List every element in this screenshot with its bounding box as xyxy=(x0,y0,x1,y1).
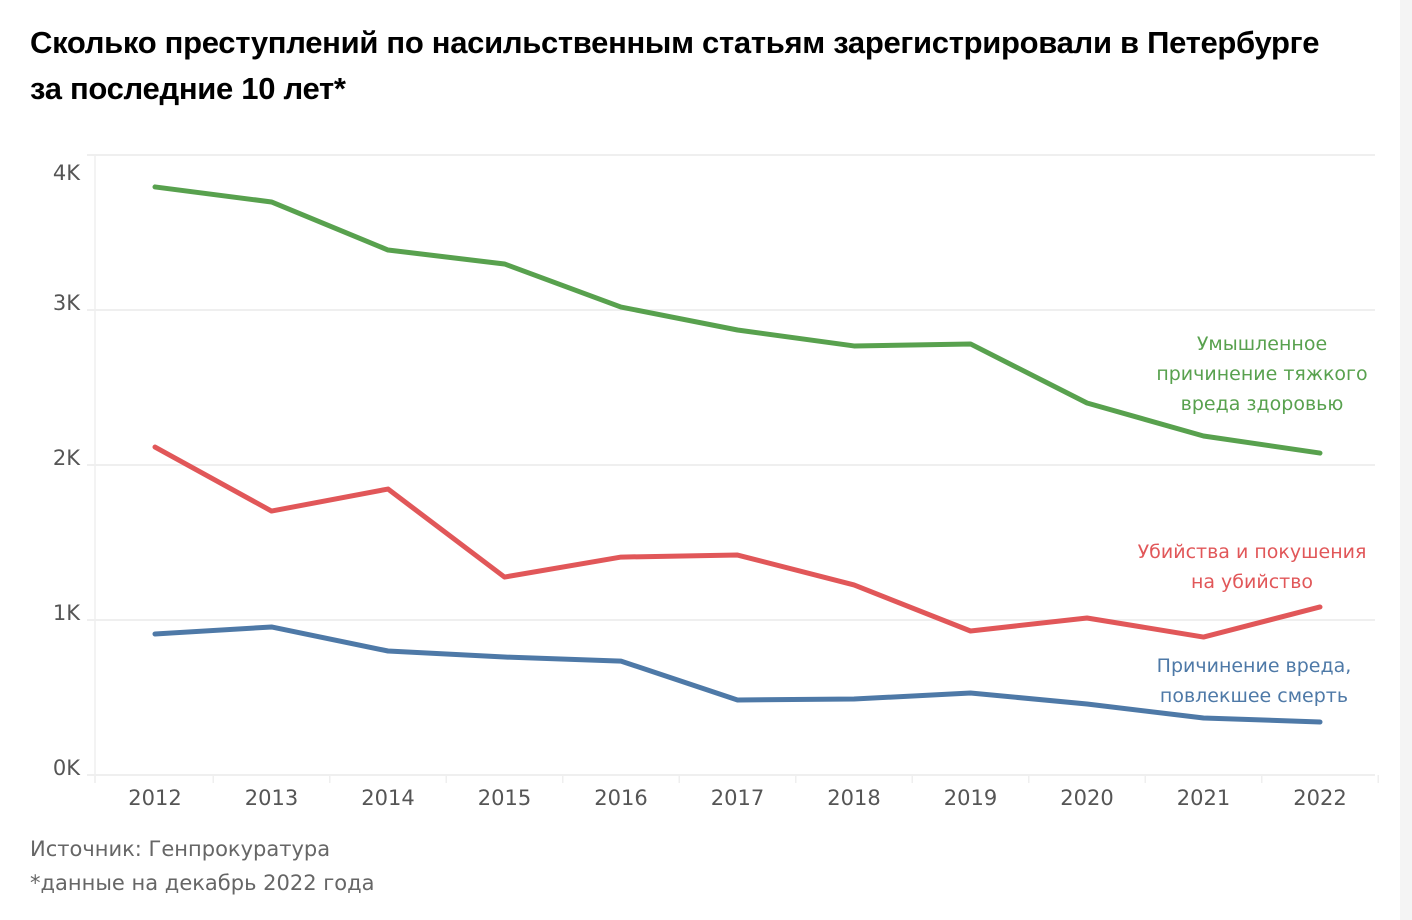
side-strip xyxy=(1400,0,1412,920)
x-tick-label: 2015 xyxy=(478,786,531,810)
source-note: Источник: Генпрокуратура xyxy=(30,837,331,861)
y-tick-label: 3K xyxy=(53,291,81,315)
x-tick-label: 2019 xyxy=(944,786,997,810)
chart-footer: Источник: Генпрокуратура *данные на дека… xyxy=(30,832,375,900)
series-label: Умышленное xyxy=(1197,333,1327,355)
gridlines xyxy=(87,154,1375,783)
x-tick-label: 2014 xyxy=(361,786,414,810)
series-label: Убийства и покушения xyxy=(1138,541,1367,563)
x-tick-label: 2022 xyxy=(1293,786,1346,810)
series-label: вреда здоровью xyxy=(1181,393,1344,415)
y-tick-label: 0K xyxy=(53,756,81,780)
y-axis-ticks: 0K 1K 2K 3K 4K xyxy=(53,161,81,780)
series-line xyxy=(152,184,1323,456)
chart-title: Сколько преступлений по насильственным с… xyxy=(30,25,1320,106)
data-date-note: *данные на декабрь 2022 года xyxy=(30,871,375,895)
x-axis-ticks: 2012 2013 2014 2015 2016 2017 2018 2019 2020 2021… xyxy=(94,775,1379,810)
series-lines xyxy=(152,184,1323,725)
y-tick-label: 2K xyxy=(53,446,81,470)
series-label: на убийство xyxy=(1191,571,1313,593)
series-label: повлекшее смерть xyxy=(1160,685,1348,707)
series-line xyxy=(152,624,1323,725)
x-tick-label: 2020 xyxy=(1060,786,1113,810)
x-tick-label: 2012 xyxy=(128,786,181,810)
x-tick-label: 2016 xyxy=(594,786,647,810)
x-tick-label: 2021 xyxy=(1177,786,1230,810)
series-label: причинение тяжкого xyxy=(1156,363,1367,385)
x-tick-label: 2018 xyxy=(827,786,880,810)
series-labels: Умышленное причинение тяжкого вреда здоров… xyxy=(1138,333,1368,707)
x-tick-label: 2013 xyxy=(245,786,298,810)
x-tick-label: 2017 xyxy=(711,786,764,810)
series-label: Причинение вреда, xyxy=(1157,655,1352,677)
y-tick-label: 4K xyxy=(53,161,81,185)
y-tick-label: 1K xyxy=(53,601,81,625)
